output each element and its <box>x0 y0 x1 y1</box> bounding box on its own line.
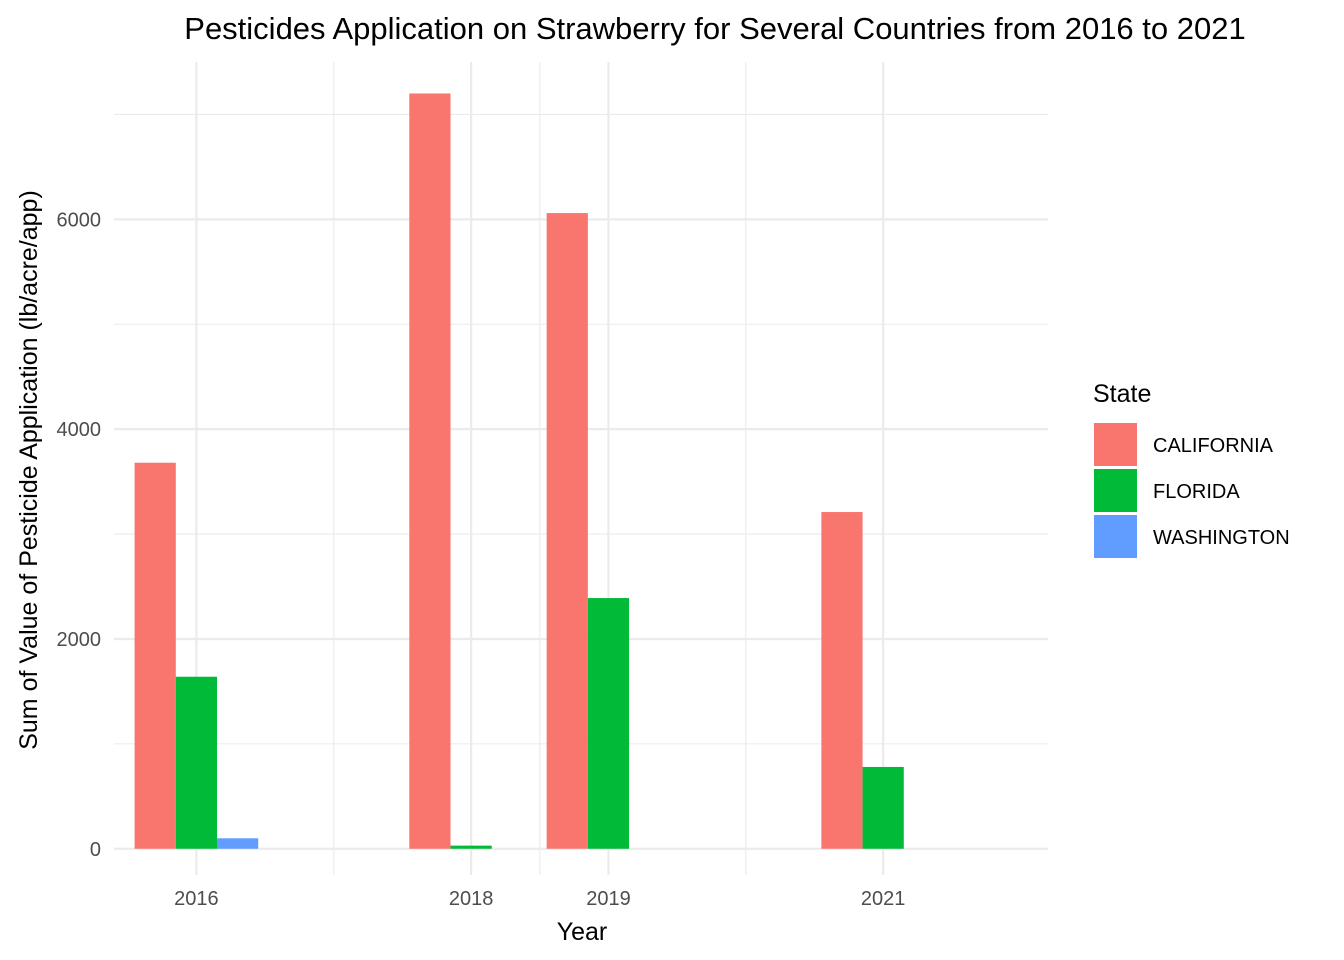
bar-florida-2019 <box>587 598 630 849</box>
bar-washington-2016 <box>217 838 259 849</box>
bar-california-2019 <box>546 213 588 849</box>
y-tick-label: 4000 <box>57 419 102 441</box>
bar-florida-2021 <box>862 766 904 849</box>
x-tick-label: 2021 <box>861 888 906 910</box>
x-tick-label: 2018 <box>449 888 494 910</box>
y-tick-labels: 0 2000 4000 6000 <box>57 209 102 860</box>
bar-california-2021 <box>821 512 863 849</box>
bar-florida-2016 <box>175 676 218 849</box>
y-tick-label: 0 <box>90 839 101 861</box>
legend-key-california <box>1094 423 1137 466</box>
y-tick-label: 6000 <box>57 209 102 231</box>
legend-label: CALIFORNIA <box>1153 435 1274 457</box>
x-tick-label: 2019 <box>586 888 631 910</box>
x-axis-title: Year <box>557 918 608 946</box>
bars <box>134 93 904 849</box>
x-tick-labels: 2016 2018 2019 2021 <box>174 888 905 910</box>
legend-key-florida <box>1094 469 1137 512</box>
chart-title: Pesticides Application on Strawberry for… <box>184 11 1245 46</box>
legend-label: WASHINGTON <box>1153 527 1290 549</box>
x-tick-label: 2016 <box>174 888 219 910</box>
y-axis-title: Sum of Value of Pesticide Application (l… <box>15 190 43 750</box>
legend-label: FLORIDA <box>1153 481 1240 503</box>
bar-california-2018 <box>409 93 451 849</box>
legend-title: State <box>1093 380 1151 408</box>
y-tick-label: 2000 <box>57 629 102 651</box>
legend: State CALIFORNIA FLORIDA WASHINGTON <box>1093 380 1290 558</box>
legend-key-washington <box>1094 515 1137 558</box>
bar-florida-2018 <box>450 845 492 849</box>
bar-california-2016 <box>134 462 176 849</box>
